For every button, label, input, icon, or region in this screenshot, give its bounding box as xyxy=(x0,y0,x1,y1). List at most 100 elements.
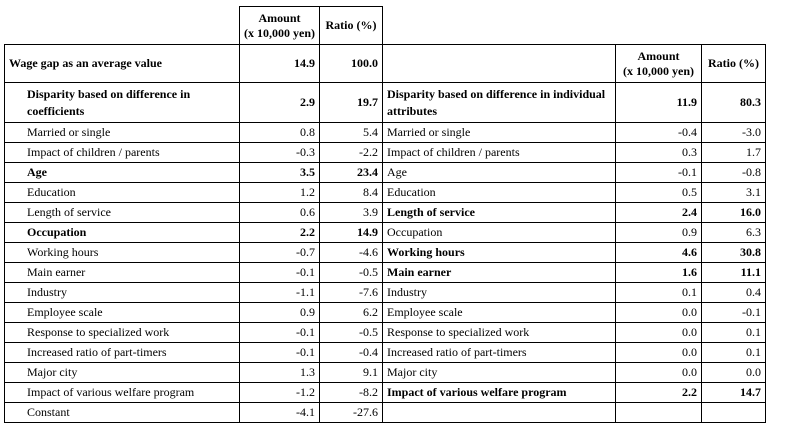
attribute-factor-amount: 0.0 xyxy=(615,302,702,323)
attribute-factor-ratio: 16.0 xyxy=(701,202,766,223)
table-row: Constant -4.1 -27.6 xyxy=(4,402,766,423)
coefficient-factor-label: Employee scale xyxy=(4,302,240,323)
empty-cell xyxy=(701,402,766,423)
coefficient-factor-label: Response to specialized work xyxy=(4,322,240,343)
coefficient-factor-label: Industry xyxy=(4,282,240,303)
coefficient-factor-amount: 0.6 xyxy=(239,202,320,223)
amount-header-unit: (x 10,000 yen) xyxy=(623,63,694,78)
coefficient-factor-ratio: -0.4 xyxy=(319,342,383,363)
coefficient-factor-amount: -4.1 xyxy=(239,402,320,423)
attribute-factor-label: Major city xyxy=(382,362,616,383)
ratio-header-right: Ratio (%) xyxy=(701,44,766,83)
table-row: Major city 1.3 9.1 Major city 0.0 0.0 xyxy=(4,362,766,383)
attribute-factor-amount: 0.5 xyxy=(615,182,702,203)
wage-gap-ratio: 100.0 xyxy=(319,44,383,83)
attribute-factor-ratio: 11.1 xyxy=(701,262,766,283)
coefficient-factor-amount: 1.3 xyxy=(239,362,320,383)
coefficient-factor-ratio: -4.6 xyxy=(319,242,383,263)
attribute-factor-amount: 4.6 xyxy=(615,242,702,263)
attribute-factor-label: Industry xyxy=(382,282,616,303)
attribute-factor-label: Employee scale xyxy=(382,302,616,323)
attributes-ratio: 80.3 xyxy=(701,82,766,123)
coefficient-factor-amount: -0.1 xyxy=(239,322,320,343)
attribute-factor-amount: -0.4 xyxy=(615,122,702,143)
coefficient-factor-label: Impact of various welfare program xyxy=(4,382,240,403)
attribute-factor-label: Married or single xyxy=(382,122,616,143)
coefficient-factor-amount: -0.3 xyxy=(239,142,320,163)
attribute-factor-label: Working hours xyxy=(382,242,616,263)
coefficient-factor-label: Married or single xyxy=(4,122,240,143)
coefficient-factor-label: Working hours xyxy=(4,242,240,263)
table-row: Married or single 0.8 5.4 Married or single… xyxy=(4,122,766,143)
attributes-amount: 11.9 xyxy=(615,82,702,123)
coefficients-heading: Disparity based on difference in coeffic… xyxy=(4,82,240,123)
coefficient-factor-ratio: 8.4 xyxy=(319,182,383,203)
wage-gap-table: Amount (x 10,000 yen) Ratio (%) Wage gap… xyxy=(4,6,766,423)
attribute-factor-amount: 0.3 xyxy=(615,142,702,163)
coefficient-factor-ratio: 5.4 xyxy=(319,122,383,143)
coefficient-factor-amount: -0.1 xyxy=(239,342,320,363)
coefficient-factor-ratio: 14.9 xyxy=(319,222,383,243)
attribute-factor-amount: 0.0 xyxy=(615,362,702,383)
table-row: Length of service 0.6 3.9 Length of service… xyxy=(4,202,766,223)
attribute-factor-ratio: -0.8 xyxy=(701,162,766,183)
attribute-factor-label: Occupation xyxy=(382,222,616,243)
table-row: Industry -1.1 -7.6 Industry 0.1 0.4 xyxy=(4,282,766,303)
attribute-factor-label: Response to specialized work xyxy=(382,322,616,343)
coefficient-factor-amount: -0.1 xyxy=(239,262,320,283)
attributes-heading: Disparity based on difference in individ… xyxy=(382,82,616,123)
coefficient-factor-ratio: 9.1 xyxy=(319,362,383,383)
attribute-factor-amount: 2.4 xyxy=(615,202,702,223)
attribute-factor-label: Length of service xyxy=(382,202,616,223)
coefficients-amount: 2.9 xyxy=(239,82,320,123)
coefficient-factor-ratio: -7.6 xyxy=(319,282,383,303)
coefficient-factor-ratio: -0.5 xyxy=(319,262,383,283)
attribute-factor-ratio: 0.0 xyxy=(701,362,766,383)
wage-gap-amount: 14.9 xyxy=(239,44,320,83)
amount-header-right: Amount (x 10,000 yen) xyxy=(615,44,702,83)
coefficient-factor-amount: 3.5 xyxy=(239,162,320,183)
table-row: Education 1.2 8.4 Education 0.5 3.1 xyxy=(4,182,766,203)
table-row: Working hours -0.7 -4.6 Working hours 4.6 30.… xyxy=(4,242,766,263)
wage-gap-label: Wage gap as an average value xyxy=(4,44,240,83)
coefficient-factor-ratio: -0.5 xyxy=(319,322,383,343)
attribute-factor-amount: -0.1 xyxy=(615,162,702,183)
table-row: Age 3.5 23.4 Age -0.1 -0.8 xyxy=(4,162,766,183)
attribute-factor-ratio: -3.0 xyxy=(701,122,766,143)
attribute-factor-ratio: 1.7 xyxy=(701,142,766,163)
attribute-factor-amount: 1.6 xyxy=(615,262,702,283)
coefficient-factor-amount: -0.7 xyxy=(239,242,320,263)
coefficient-factor-amount: -1.1 xyxy=(239,282,320,303)
attribute-factor-amount: 0.9 xyxy=(615,222,702,243)
attribute-factor-label: Main earner xyxy=(382,262,616,283)
attribute-factor-amount: 0.0 xyxy=(615,322,702,343)
coefficient-factor-label: Education xyxy=(4,182,240,203)
amount-header-label: Amount xyxy=(258,10,301,25)
attribute-factor-ratio: 3.1 xyxy=(701,182,766,203)
coefficient-factor-ratio: -2.2 xyxy=(319,142,383,163)
coefficient-factor-ratio: -8.2 xyxy=(319,382,383,403)
attribute-factor-ratio: 0.1 xyxy=(701,322,766,343)
coefficient-factor-ratio: 3.9 xyxy=(319,202,383,223)
coefficients-ratio: 19.7 xyxy=(319,82,383,123)
table-row: Main earner -0.1 -0.5 Main earner 1.6 11.1 xyxy=(4,262,766,283)
attribute-factor-ratio: 14.7 xyxy=(701,382,766,403)
coefficient-factor-amount: 2.2 xyxy=(239,222,320,243)
table-row: Impact of children / parents -0.3 -2.2 Impa… xyxy=(4,142,766,163)
coefficient-factor-label: Length of service xyxy=(4,202,240,223)
attribute-factor-ratio: 0.1 xyxy=(701,342,766,363)
ratio-header-left: Ratio (%) xyxy=(319,6,383,45)
coefficient-factor-label: Age xyxy=(4,162,240,183)
attribute-factor-label: Impact of children / parents xyxy=(382,142,616,163)
amount-header-left: Amount (x 10,000 yen) xyxy=(239,6,320,45)
coefficient-factor-ratio: 6.2 xyxy=(319,302,383,323)
coefficient-factor-ratio: -27.6 xyxy=(319,402,383,423)
coefficient-factor-amount: 0.8 xyxy=(239,122,320,143)
table-row: Increased ratio of part-timers -0.1 -0.4 In… xyxy=(4,342,766,363)
attribute-factor-amount: 2.2 xyxy=(615,382,702,403)
attribute-factor-ratio: 6.3 xyxy=(701,222,766,243)
attribute-factor-label: Age xyxy=(382,162,616,183)
attribute-factor-ratio: -0.1 xyxy=(701,302,766,323)
empty-cell xyxy=(382,402,616,423)
attribute-factor-label: Impact of various welfare program xyxy=(382,382,616,403)
